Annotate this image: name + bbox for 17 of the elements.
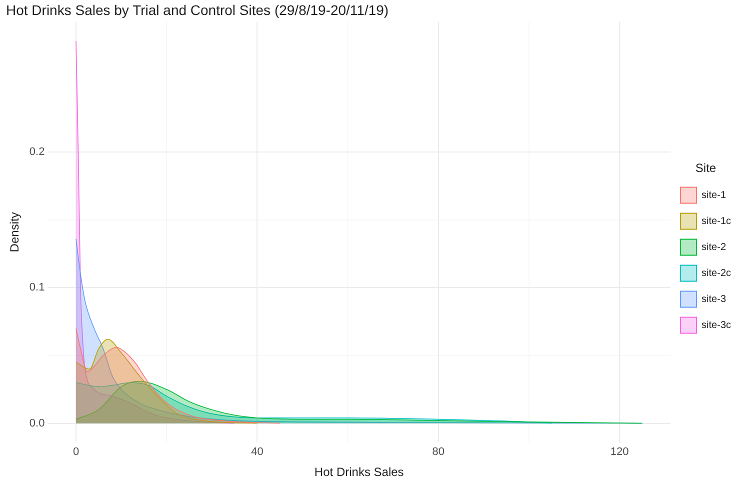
x-tick-label: 0	[72, 446, 80, 458]
legend-label: site-3	[702, 294, 726, 305]
legend-label: site-2c	[702, 268, 731, 279]
x-tick-label: 40	[251, 446, 264, 458]
y-tick-label: 0.0	[29, 417, 45, 430]
y-tick-label: 0.1	[29, 282, 45, 294]
legend-title: Site	[695, 161, 716, 176]
legend-label: site-1	[702, 190, 726, 201]
legend-label: site-3c	[702, 320, 731, 331]
x-axis-title: Hot Drinks Sales	[314, 465, 404, 480]
y-axis-title: Density	[8, 212, 22, 252]
x-tick-label: 80	[432, 446, 445, 458]
chart-title: Hot Drinks Sales by Trial and Control Sites (29/8/19-20/11/19)	[6, 2, 389, 18]
y-tick-label: 0.2	[29, 146, 45, 158]
legend-label: site-2	[702, 242, 726, 253]
legend-label: site-1c	[702, 216, 731, 227]
x-tick-label: 120	[610, 446, 629, 458]
